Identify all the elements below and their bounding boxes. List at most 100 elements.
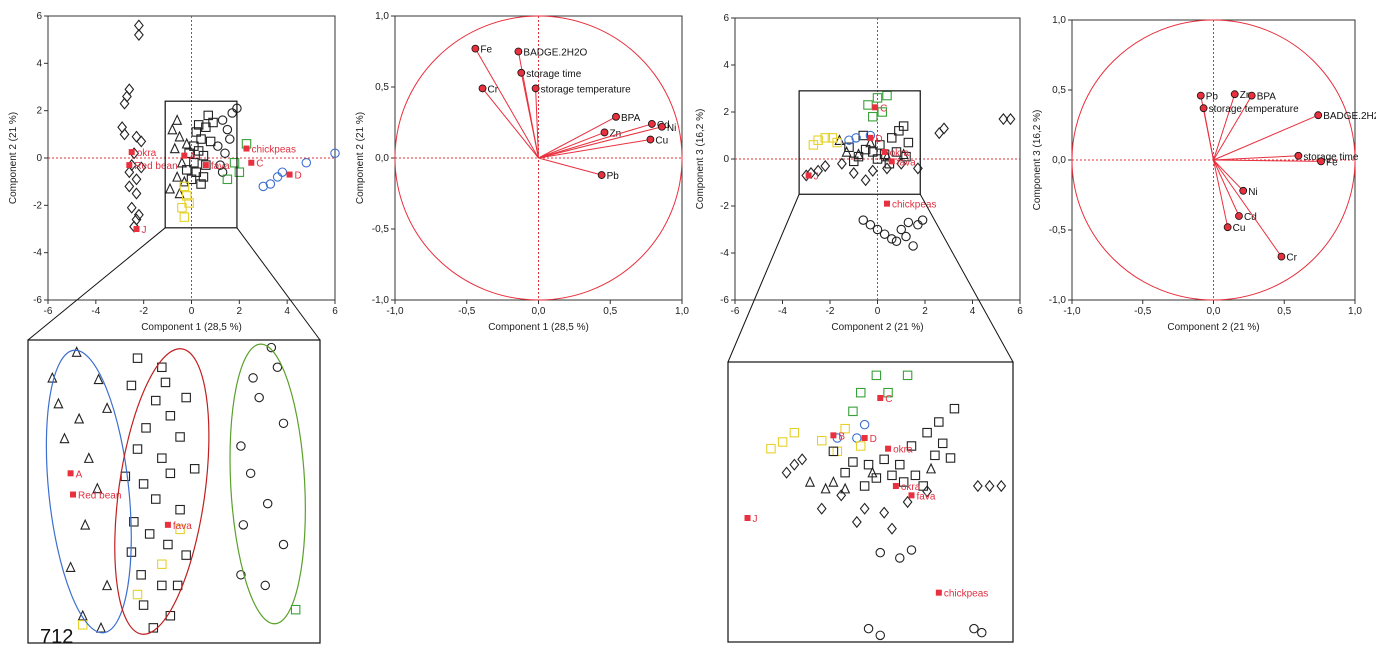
vector-label-cu: Cu [1233, 223, 1246, 234]
point-square [126, 380, 137, 391]
point-square [208, 117, 218, 128]
loadings12-xtick-label: -1,0 [386, 306, 404, 317]
vector-label-storage-time: storage time [1303, 152, 1358, 163]
point-square [930, 450, 940, 461]
marker-label-okra: okra [890, 148, 910, 159]
marker-a [67, 470, 74, 477]
page-number: 712 [40, 626, 74, 648]
point-diamond [131, 130, 142, 143]
point-circle [852, 433, 862, 443]
point-square [191, 127, 202, 137]
point-circle [858, 215, 868, 225]
point-square [222, 174, 233, 185]
point-circle [969, 623, 979, 634]
loadings23-y-axis-label: Component 3 (16,2 %) [1032, 110, 1043, 211]
point-circle [865, 220, 876, 230]
point-diamond [836, 157, 847, 170]
point-circle [254, 392, 264, 403]
point-diamond [996, 479, 1007, 493]
vector-ni [1213, 159, 1244, 192]
point-diamond [124, 180, 135, 193]
marker-label-c: C [256, 159, 263, 170]
marker-label-a: A [76, 469, 83, 480]
point-diamond [922, 485, 933, 498]
vector-point-cd [647, 120, 656, 128]
point-diamond [859, 502, 870, 515]
scores12-xtick-label: -2 [139, 306, 148, 317]
point-square [179, 181, 190, 192]
point-triangle [59, 432, 70, 444]
point-square [766, 443, 776, 454]
marker-label-fava: fava [916, 491, 935, 502]
point-square [144, 529, 155, 539]
vector-badge-2h2o [1213, 114, 1319, 161]
marker-okra [128, 149, 135, 156]
vector-storage-temperature [1203, 108, 1214, 161]
point-diamond [131, 187, 142, 200]
point-square [871, 370, 882, 381]
point-diamond [1005, 112, 1016, 126]
point-circle [875, 547, 886, 558]
vector-storage-temperature [535, 88, 539, 159]
marker-c [877, 395, 884, 401]
marker-fava [888, 158, 895, 165]
point-circle [272, 362, 283, 373]
vector-label-fe: Fe [480, 45, 492, 56]
vector-fe [474, 48, 539, 159]
vector-label-badge-2h2o: BADGE.2H2O [1323, 111, 1376, 122]
point-triangle [53, 397, 64, 409]
scores23-xtick-label: -2 [826, 306, 835, 317]
vector-point-storage-temperature [531, 84, 540, 93]
vector-cr [1213, 159, 1282, 257]
point-circle [859, 419, 870, 430]
point-diamond [998, 112, 1009, 126]
point-square [867, 111, 878, 122]
point-square [181, 191, 192, 201]
vector-pb [538, 157, 602, 176]
point-diamond [816, 502, 827, 515]
point-diamond [851, 515, 862, 529]
loadings23-xtick-label: -1,0 [1063, 306, 1081, 317]
point-square [132, 444, 143, 454]
point-triangle [172, 114, 183, 125]
scores12-xtick-label: -6 [44, 306, 53, 317]
point-diamond [896, 157, 907, 170]
point-circle [258, 181, 268, 192]
scores12-y-axis-label: Component 2 (21 %) [8, 112, 19, 204]
loadings12-ytick-label: -1,0 [372, 295, 390, 306]
marker-label-red-bean: Red bean [78, 491, 121, 502]
vector-cd [538, 123, 653, 159]
point-triangle [804, 476, 816, 487]
point-circle [262, 498, 273, 509]
vector-storage-time [520, 72, 539, 159]
point-square [189, 464, 200, 474]
point-diamond [117, 121, 128, 134]
point-square [175, 524, 185, 535]
scores12-zoom-box [164, 100, 238, 229]
zoom23-connector-left [727, 194, 800, 363]
cluster-ellipse-red [114, 348, 210, 635]
scores23-zoom-box [798, 90, 921, 195]
point-square [172, 580, 183, 591]
vector-point-storage-time [517, 68, 526, 77]
point-square [898, 477, 909, 487]
point-square [883, 387, 893, 398]
loadings12-xtick-label: 0,5 [603, 306, 617, 317]
marker-label-fava: fava [211, 161, 230, 172]
vector-label-pb: Pb [1206, 92, 1219, 103]
point-square [871, 473, 882, 483]
scores23-ytick-label: -6 [720, 295, 729, 306]
point-square [840, 467, 850, 478]
vector-label-bpa: BPA [621, 113, 641, 124]
point-square [203, 110, 213, 121]
point-diamond [119, 97, 130, 110]
loadings12-y-axis-label: Component 2 (21 %) [355, 112, 366, 204]
marker-red-bean [126, 162, 133, 169]
point-square [189, 157, 199, 168]
point-diamond [972, 479, 983, 493]
point-diamond [879, 506, 890, 519]
vector-zn [1213, 94, 1236, 161]
point-circle [863, 623, 874, 634]
point-diamond [882, 162, 892, 175]
scores23-ytick-label: 4 [723, 60, 729, 71]
